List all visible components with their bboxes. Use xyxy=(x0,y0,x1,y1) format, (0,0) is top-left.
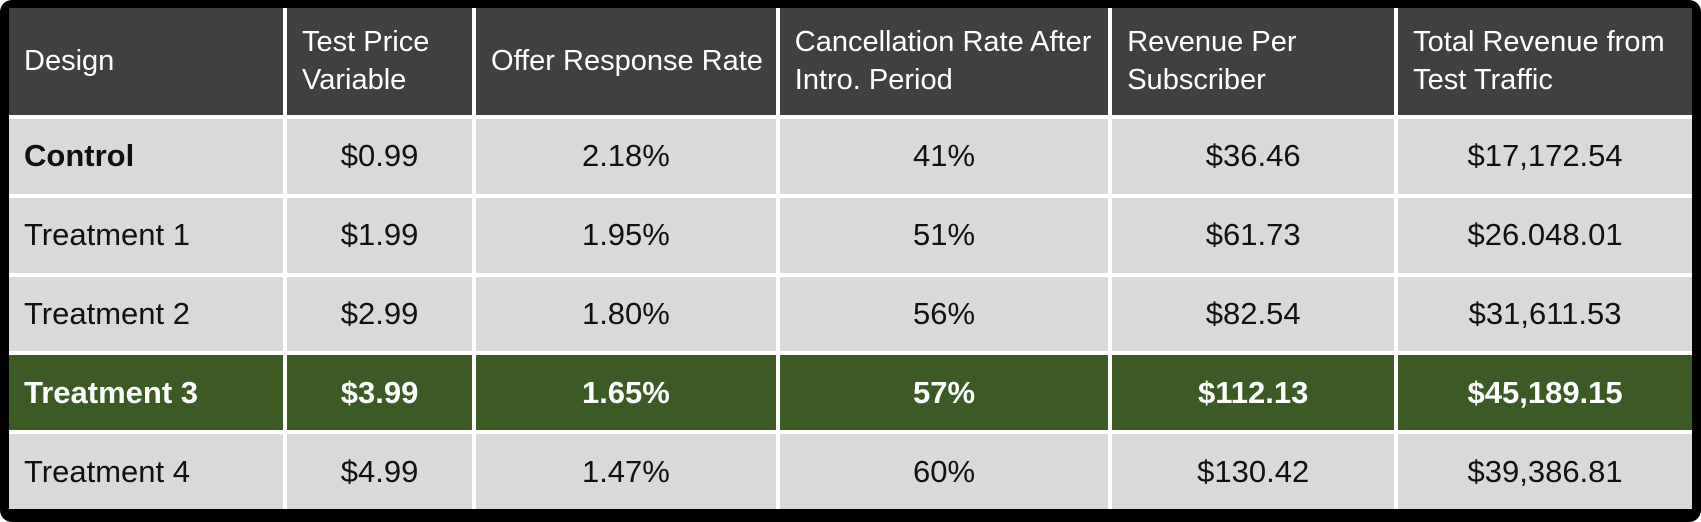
header-cell-cancellation-rate: Cancellation Rate After Intro. Period xyxy=(779,8,1109,115)
cell-treatment-2-response-rate: 1.80% xyxy=(476,276,776,352)
pricing-test-results-table: Design Test Price Variable Offer Respons… xyxy=(9,8,1692,509)
cell-treatment-4-response-rate: 1.47% xyxy=(476,434,776,509)
cell-treatment-4-total-revenue: $39,386.81 xyxy=(1398,434,1692,509)
cell-treatment-3-design: Treatment 3 xyxy=(9,355,284,431)
cell-treatment-1-revenue-per-subscriber: $61.73 xyxy=(1112,197,1395,273)
cell-control-test-price: $0.99 xyxy=(287,119,473,194)
cell-treatment-1-test-price: $1.99 xyxy=(287,197,473,273)
cell-treatment-2-total-revenue: $31,611.53 xyxy=(1398,276,1692,352)
cell-treatment-2-revenue-per-subscriber: $82.54 xyxy=(1112,276,1395,352)
cell-treatment-1-design: Treatment 1 xyxy=(9,197,284,273)
cell-treatment-1-response-rate: 1.95% xyxy=(476,197,776,273)
header-cell-design: Design xyxy=(9,8,284,115)
cell-treatment-4-test-price: $4.99 xyxy=(287,434,473,509)
header-cell-test-price-variable: Test Price Variable xyxy=(287,8,473,115)
cell-control-total-revenue: $17,172.54 xyxy=(1398,119,1692,194)
cell-treatment-3-revenue-per-subscriber: $112.13 xyxy=(1112,355,1395,431)
cell-treatment-1-cancellation-rate: 51% xyxy=(779,197,1109,273)
cell-control-design: Control xyxy=(9,119,284,194)
cell-control-response-rate: 2.18% xyxy=(476,119,776,194)
cell-treatment-4-design: Treatment 4 xyxy=(9,434,284,509)
cell-treatment-3-response-rate: 1.65% xyxy=(476,355,776,431)
cell-treatment-1-total-revenue: $26.048.01 xyxy=(1398,197,1692,273)
cell-treatment-3-cancellation-rate: 57% xyxy=(779,355,1109,431)
header-cell-total-revenue: Total Revenue from Test Traffic xyxy=(1398,8,1692,115)
cell-treatment-3-test-price: $3.99 xyxy=(287,355,473,431)
cell-control-revenue-per-subscriber: $36.46 xyxy=(1112,119,1395,194)
cell-treatment-4-revenue-per-subscriber: $130.42 xyxy=(1112,434,1395,509)
cell-treatment-3-total-revenue: $45,189.15 xyxy=(1398,355,1692,431)
cell-treatment-4-cancellation-rate: 60% xyxy=(779,434,1109,509)
cell-treatment-2-test-price: $2.99 xyxy=(287,276,473,352)
header-cell-offer-response-rate: Offer Response Rate xyxy=(476,8,776,115)
cell-treatment-2-design: Treatment 2 xyxy=(9,276,284,352)
header-cell-revenue-per-subscriber: Revenue Per Subscriber xyxy=(1112,8,1395,115)
cell-treatment-2-cancellation-rate: 56% xyxy=(779,276,1109,352)
cell-control-cancellation-rate: 41% xyxy=(779,119,1109,194)
